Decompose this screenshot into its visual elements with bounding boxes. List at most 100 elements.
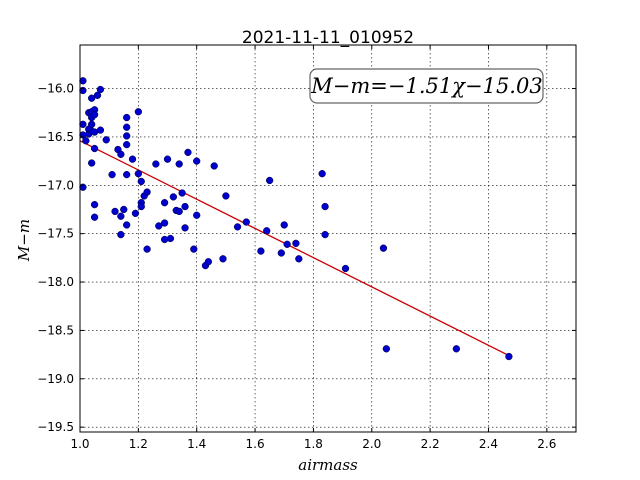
data-point	[90, 213, 99, 221]
data-point	[111, 207, 119, 216]
data-point	[233, 223, 242, 231]
data-point	[160, 199, 169, 207]
data-point	[292, 239, 300, 247]
data-point	[379, 244, 388, 252]
fit-line-layer	[79, 140, 510, 357]
x-tick-label: 1.6	[246, 437, 265, 451]
data-point	[257, 247, 265, 255]
y-tick-label: −16.0	[37, 82, 74, 96]
data-point	[143, 188, 151, 196]
data-point	[96, 85, 105, 94]
data-point	[117, 230, 125, 239]
data-point	[79, 77, 87, 85]
x-axis-label: airmass	[298, 456, 358, 474]
data-point	[505, 352, 513, 361]
data-point	[321, 202, 329, 211]
data-point	[123, 141, 131, 149]
data-point	[82, 137, 90, 145]
x-tick-label: 1.4	[187, 437, 206, 451]
data-point	[88, 159, 96, 167]
y-tick-label: −18.5	[37, 323, 74, 337]
data-point	[219, 255, 227, 263]
data-point	[321, 230, 329, 239]
x-tick-label: 1.2	[129, 437, 148, 451]
y-tick-label: −19.0	[37, 372, 74, 386]
data-point	[137, 202, 145, 211]
data-point	[134, 108, 143, 116]
y-axis-label: M−m	[15, 219, 33, 262]
data-point	[283, 240, 291, 248]
x-tick-label: 1.0	[70, 437, 89, 451]
data-point	[190, 245, 198, 253]
data-point	[295, 255, 303, 263]
data-point	[175, 207, 183, 216]
data-point	[263, 227, 271, 235]
data-point	[79, 120, 87, 128]
data-point	[123, 170, 131, 179]
data-point	[210, 162, 218, 170]
data-point	[175, 160, 183, 168]
data-point	[341, 264, 350, 273]
data-point	[193, 157, 201, 165]
data-point	[117, 150, 125, 158]
data-point	[88, 94, 96, 102]
data-point	[181, 202, 189, 211]
y-tick-label: −18.0	[37, 275, 74, 289]
data-point	[143, 245, 151, 253]
data-point	[318, 170, 326, 178]
y-axis-ticks: −16.0 −16.5 −17.0 −17.5 −18.0 −18.5 −19.0 −19.5	[37, 82, 576, 434]
data-point	[163, 155, 172, 163]
data-point	[123, 113, 131, 122]
data-point	[184, 148, 192, 157]
data-point	[134, 170, 143, 178]
x-tick-label: 2.6	[537, 437, 556, 451]
data-point	[117, 212, 125, 220]
data-point	[131, 209, 140, 217]
x-tick-label: 2.0	[362, 437, 381, 451]
data-point	[123, 221, 131, 229]
fit-line	[79, 140, 510, 357]
x-axis-ticks: 1.0 1.2 1.4 1.6 1.8 2.0 2.2 2.4 2.6	[70, 45, 556, 451]
data-point	[382, 345, 391, 353]
data-point	[96, 126, 105, 134]
y-tick-label: −16.5	[37, 130, 74, 144]
data-point	[169, 193, 178, 201]
data-point	[123, 123, 131, 131]
chart-title: 2021-11-11_010952	[242, 28, 414, 48]
data-point	[277, 249, 285, 257]
data-point	[90, 144, 99, 153]
data-point	[102, 136, 110, 144]
data-point	[265, 176, 274, 185]
x-tick-label: 2.4	[479, 437, 498, 451]
data-point	[137, 177, 145, 186]
data-point	[452, 345, 461, 353]
y-tick-label: −19.5	[37, 420, 74, 434]
data-point	[90, 200, 99, 209]
data-point	[178, 189, 186, 197]
data-point	[242, 218, 250, 226]
data-point	[88, 120, 96, 128]
plot-frame	[79, 44, 577, 433]
fit-equation-box: M−m=−1.51χ−15.03	[309, 68, 544, 104]
fit-equation: M−m=−1.51χ−15.03	[310, 74, 542, 98]
data-point	[155, 222, 163, 230]
y-tick-label: −17.0	[37, 178, 74, 192]
data-point	[181, 224, 189, 232]
data-point	[123, 132, 131, 140]
data-point	[166, 234, 175, 243]
data-point	[108, 170, 116, 179]
annotation-frame	[309, 68, 544, 104]
data-point	[222, 192, 230, 200]
data-point	[193, 211, 201, 219]
x-tick-label: 2.2	[421, 437, 440, 451]
data-point	[90, 111, 99, 119]
data-point	[160, 219, 169, 227]
data-points	[79, 77, 513, 361]
data-point	[93, 91, 102, 99]
y-tick-label: −17.5	[37, 227, 74, 241]
x-tick-label: 1.8	[304, 437, 323, 451]
data-point	[280, 221, 288, 229]
data-point	[120, 205, 128, 214]
data-point	[128, 155, 137, 163]
